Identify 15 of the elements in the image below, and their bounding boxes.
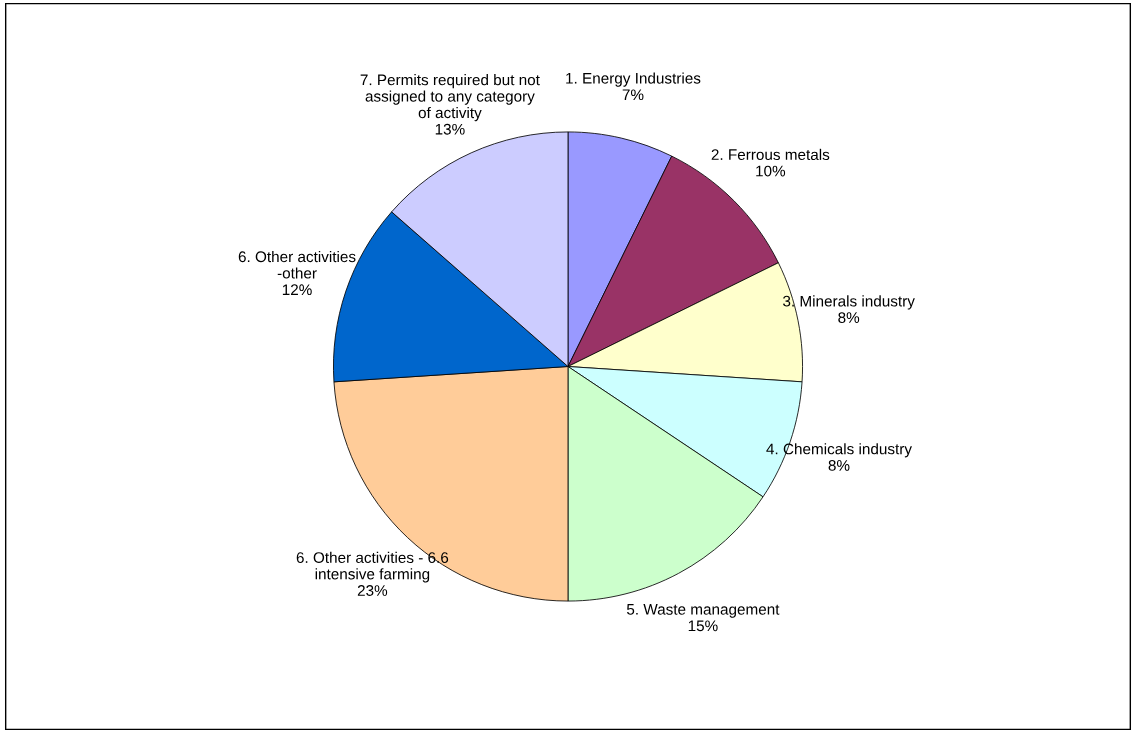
- slice-label: 4. Chemicals industry: [766, 443, 912, 458]
- data-label: 10%: [756, 165, 786, 177]
- data-label: 8%: [828, 459, 850, 471]
- slice-label: 5. Waste management: [626, 604, 780, 618]
- slice-label: 2. Ferrous metals: [711, 148, 830, 161]
- slice-label: 6. Other activities -other: [238, 250, 356, 279]
- slice-label: 7. Permits required but not assigned to any category of activity: [360, 74, 540, 122]
- data-label: 8%: [838, 312, 860, 323]
- slice-label: 3. Minerals industry: [783, 295, 915, 310]
- data-label: 23%: [357, 585, 388, 596]
- data-label: 7%: [622, 89, 644, 101]
- slice-label: 1. Energy Industries: [566, 72, 701, 87]
- data-label: 15%: [688, 620, 718, 632]
- data-label: 12%: [282, 284, 312, 296]
- data-label: 13%: [435, 123, 465, 135]
